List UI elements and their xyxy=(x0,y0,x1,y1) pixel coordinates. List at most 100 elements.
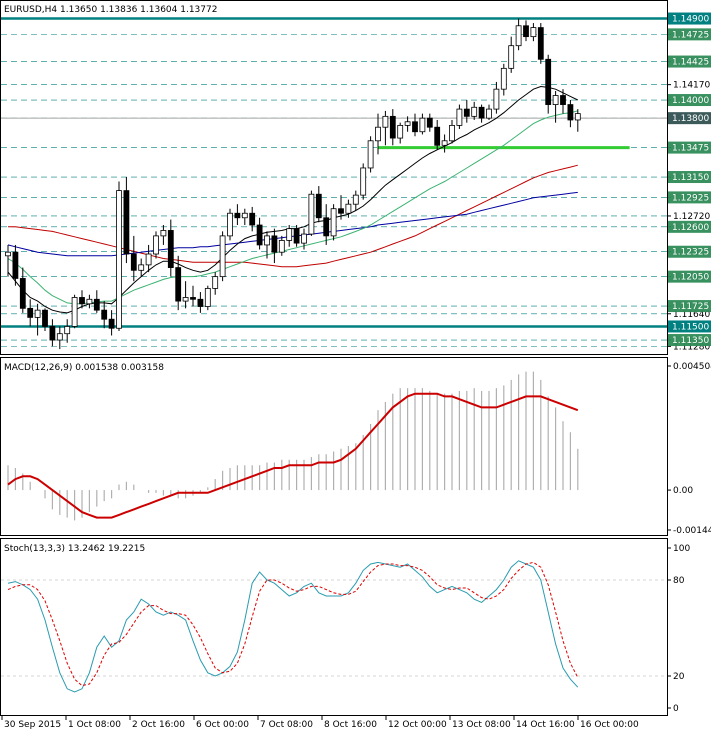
price-tag xyxy=(668,55,711,68)
candle-body xyxy=(227,212,233,237)
stoch-label: Stoch(13,3,3) 13.2462 19.2215 xyxy=(4,544,145,554)
candle-body xyxy=(560,95,566,105)
candle-body xyxy=(567,104,574,121)
price-tag xyxy=(668,28,711,41)
y-tick-label: 1.11280 xyxy=(673,342,710,352)
price-tag-label: 1.12325 xyxy=(672,248,709,258)
candle-body xyxy=(27,307,34,318)
price-tag xyxy=(668,245,711,258)
candle-body xyxy=(330,208,337,237)
candle-body xyxy=(293,228,300,244)
candle-body xyxy=(256,224,263,246)
candle-body xyxy=(204,288,211,307)
candle-body xyxy=(264,235,270,246)
macd-label: MACD(12,26,9) 0.001538 0.003158 xyxy=(4,363,164,373)
macd-signal-line xyxy=(7,392,579,519)
macd-y-tick-label: -0.001449 xyxy=(673,526,711,536)
stoch-y-tick-label: 20 xyxy=(673,672,685,682)
y-tick-label: 1.14170 xyxy=(673,81,710,91)
stoch-y-tick-label: 80 xyxy=(673,576,685,586)
candle-body xyxy=(323,217,330,237)
candle-body xyxy=(56,333,63,341)
x-tick-label: 6 Oct 00:00 xyxy=(196,720,249,730)
candle-body xyxy=(345,203,352,214)
candle-body xyxy=(404,121,411,126)
price-tag-label: 1.14000 xyxy=(672,96,709,106)
macd-y-tick-label: 0.004504 xyxy=(673,362,711,372)
candle-body xyxy=(574,113,581,121)
price-tag xyxy=(668,334,711,347)
candle-body xyxy=(5,251,11,257)
candle-body xyxy=(190,297,196,300)
candle-body xyxy=(138,264,145,271)
candle-body xyxy=(123,190,130,255)
candle-body xyxy=(182,297,189,302)
ma-green-line xyxy=(7,110,578,305)
price-panel xyxy=(0,0,668,355)
price-tag-label: 1.12050 xyxy=(672,273,709,283)
candle-body xyxy=(441,140,448,146)
candle-body xyxy=(397,124,404,139)
candle-body xyxy=(545,58,552,105)
candle-body xyxy=(93,298,100,311)
candle-body xyxy=(153,235,159,255)
candle-body xyxy=(508,45,515,69)
candle-body xyxy=(64,326,71,335)
candle-body xyxy=(19,278,26,309)
candle-body xyxy=(175,267,182,302)
candle-body xyxy=(12,251,19,279)
candle-body xyxy=(449,124,455,142)
price-tag-label: 1.12600 xyxy=(672,223,709,233)
price-tag-label: 1.11725 xyxy=(672,302,709,312)
candle-body xyxy=(301,233,307,244)
candle-body xyxy=(426,117,433,128)
current-price-label: 1.13800 xyxy=(672,114,709,124)
stoch-y-tick-label: 100 xyxy=(673,544,690,554)
candle-body xyxy=(278,240,285,253)
candle-body xyxy=(286,228,293,241)
candle-body xyxy=(219,235,226,278)
x-tick-label: 14 Oct 16:00 xyxy=(516,720,575,730)
candle-body xyxy=(167,230,174,268)
candle-body xyxy=(34,309,41,318)
price-tag-label: 1.14725 xyxy=(672,30,709,40)
x-tick-label: 16 Oct 00:00 xyxy=(580,720,639,730)
candle-body xyxy=(241,212,248,219)
candle-body xyxy=(493,88,500,110)
candle-body xyxy=(375,126,381,142)
current-price-tag xyxy=(668,112,711,125)
candle-body xyxy=(42,309,48,327)
y-tick-label: 1.12720 xyxy=(673,212,710,222)
candle-body xyxy=(308,193,315,235)
x-tick-label: 2 Oct 16:00 xyxy=(132,720,185,730)
price-tag-label: 1.11350 xyxy=(672,336,709,346)
candle-body xyxy=(500,67,507,90)
candle-body xyxy=(338,208,344,214)
x-tick-label: 12 Oct 00:00 xyxy=(388,720,447,730)
candle-body xyxy=(523,25,529,38)
candle-body xyxy=(530,27,537,38)
price-tag-label: 1.13475 xyxy=(672,144,709,154)
candle-body xyxy=(116,190,122,329)
price-tag-label: 1.11500 xyxy=(672,322,709,332)
candle-body xyxy=(367,140,374,169)
price-tag-label: 1.13150 xyxy=(672,173,709,183)
price-tag xyxy=(668,320,711,333)
candle-body xyxy=(212,276,219,289)
macd-panel xyxy=(0,357,668,536)
price-tag xyxy=(668,270,711,283)
candle-body xyxy=(315,193,322,219)
stoch-y-tick-label: 0 xyxy=(673,704,679,714)
y-tick-label: 1.11640 xyxy=(673,310,710,320)
stoch-signal-line xyxy=(7,561,579,687)
candle-body xyxy=(234,212,241,219)
candle-body xyxy=(419,117,426,133)
candle-body xyxy=(478,106,485,119)
candle-body xyxy=(537,27,544,60)
price-tag xyxy=(668,171,711,184)
price-tag-label: 1.14900 xyxy=(672,15,709,25)
candle-body xyxy=(271,235,278,253)
ma-blue-line xyxy=(7,191,578,257)
price-tag-label: 1.12925 xyxy=(672,193,709,203)
